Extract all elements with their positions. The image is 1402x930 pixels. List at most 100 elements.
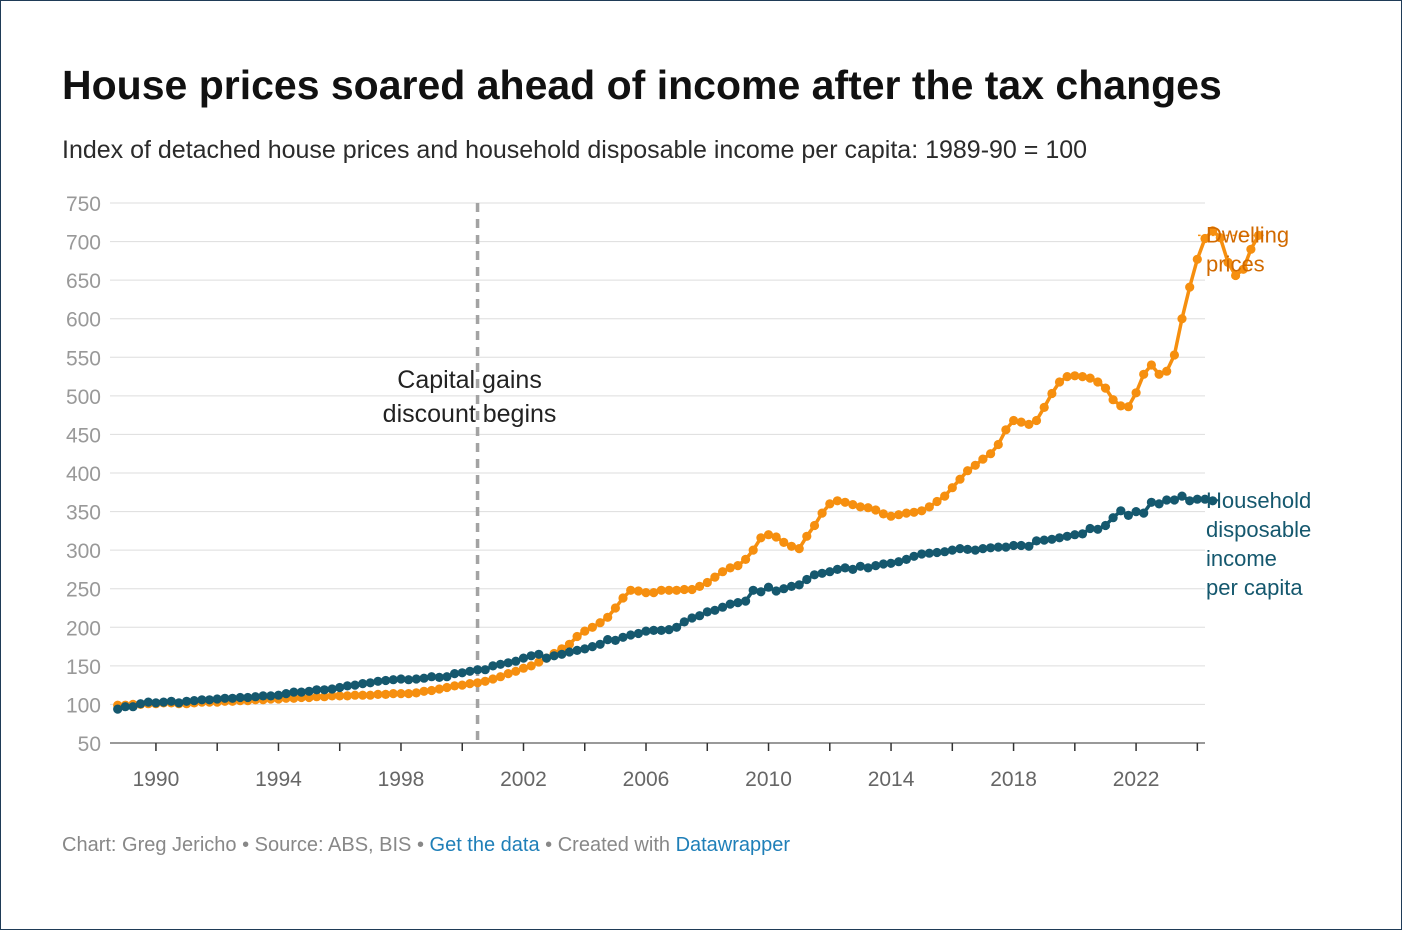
data-point <box>235 692 245 703</box>
data-point <box>779 537 789 548</box>
data-point <box>495 659 506 669</box>
data-point <box>947 545 957 555</box>
data-point <box>1169 350 1179 360</box>
data-point <box>312 685 322 695</box>
data-point <box>1016 540 1026 551</box>
data-point <box>595 618 605 628</box>
y-tick-label: 600 <box>66 309 101 332</box>
x-tick-label: 2006 <box>623 768 670 791</box>
data-point <box>442 672 452 682</box>
data-point <box>748 545 758 555</box>
data-point <box>511 666 521 676</box>
data-point <box>817 508 827 518</box>
data-point <box>1238 264 1248 274</box>
data-point <box>618 632 628 642</box>
data-point <box>212 694 222 704</box>
data-point <box>1246 244 1256 254</box>
data-point <box>465 666 475 676</box>
data-point <box>664 585 674 595</box>
data-point <box>763 530 774 540</box>
data-point <box>763 582 774 592</box>
data-point <box>679 584 689 595</box>
series-line <box>117 229 1261 707</box>
data-point <box>319 685 329 695</box>
data-point <box>886 558 896 568</box>
data-point <box>327 684 337 694</box>
data-point <box>1154 499 1164 509</box>
data-point <box>947 483 957 493</box>
data-point <box>618 593 628 603</box>
data-point <box>932 496 942 507</box>
y-tick-label: 300 <box>66 540 101 563</box>
y-tick-label: 450 <box>66 424 101 447</box>
data-point <box>480 665 490 675</box>
data-point <box>656 625 666 636</box>
data-point <box>786 581 797 592</box>
data-point <box>840 563 850 573</box>
data-point <box>480 676 490 686</box>
data-point <box>702 607 712 617</box>
data-point <box>1146 497 1156 507</box>
data-point <box>281 689 291 699</box>
y-tick-label: 250 <box>66 579 101 602</box>
data-point <box>664 625 674 635</box>
data-point <box>817 568 827 578</box>
data-point <box>802 531 812 541</box>
data-point <box>672 622 682 632</box>
series-label: Household disposable income per capita <box>1206 488 1311 600</box>
data-point <box>381 689 391 700</box>
data-point <box>710 572 720 582</box>
data-point <box>610 603 621 613</box>
y-tick-label: 550 <box>66 347 101 370</box>
x-tick-label: 2022 <box>1113 768 1160 791</box>
data-point <box>388 689 398 699</box>
data-point <box>1009 415 1019 426</box>
data-point <box>595 639 605 649</box>
data-point <box>434 672 444 683</box>
datawrapper-link[interactable]: Datawrapper <box>675 834 791 856</box>
x-tick-label: 1994 <box>255 768 302 791</box>
data-point <box>725 599 735 609</box>
data-point <box>1139 508 1149 518</box>
data-point <box>794 544 804 554</box>
data-point <box>1100 383 1111 393</box>
x-tick-label: 2014 <box>868 768 915 791</box>
data-point <box>350 690 360 700</box>
data-point <box>250 692 261 702</box>
series-label-line: Dwelling <box>1206 222 1289 247</box>
data-point <box>695 581 705 592</box>
data-point <box>1154 369 1164 379</box>
data-point <box>427 685 437 696</box>
data-point <box>626 630 636 640</box>
data-point <box>741 596 751 606</box>
data-point <box>381 675 391 686</box>
data-point <box>894 557 904 567</box>
data-point <box>771 586 781 596</box>
data-point <box>204 695 215 705</box>
series-label-line: prices <box>1206 251 1265 276</box>
data-point <box>1031 536 1042 546</box>
data-point <box>1116 506 1126 516</box>
data-point <box>641 588 651 598</box>
data-point <box>855 561 866 571</box>
data-point <box>1085 523 1095 534</box>
y-tick-label: 100 <box>66 694 101 717</box>
y-tick-label: 400 <box>66 463 101 486</box>
get-the-data-link[interactable]: Get the data <box>429 834 540 856</box>
data-point <box>1100 520 1111 531</box>
footer-created-with: Created with <box>557 834 676 856</box>
y-tick-label: 350 <box>66 502 101 525</box>
data-point <box>940 547 950 557</box>
x-tick-label: 2018 <box>990 768 1037 791</box>
data-point <box>335 691 345 701</box>
data-point <box>840 497 850 507</box>
data-point <box>220 693 230 703</box>
data-point <box>1223 257 1233 267</box>
data-point <box>312 692 322 702</box>
data-point <box>603 612 613 622</box>
data-point <box>825 499 835 509</box>
data-point <box>434 684 444 694</box>
data-point <box>273 690 284 700</box>
data-point <box>1093 377 1103 387</box>
data-point <box>871 561 881 571</box>
